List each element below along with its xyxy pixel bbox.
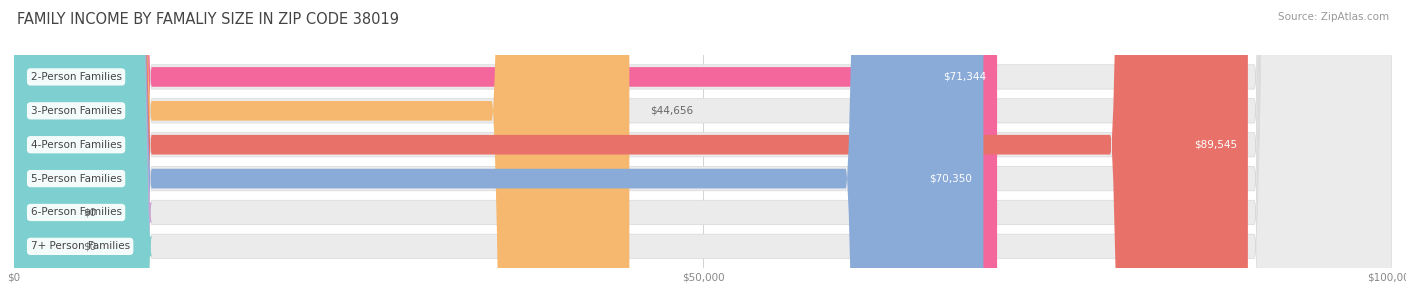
FancyBboxPatch shape xyxy=(14,0,1392,305)
Text: 7+ Person Families: 7+ Person Families xyxy=(31,241,129,251)
Text: FAMILY INCOME BY FAMALIY SIZE IN ZIP CODE 38019: FAMILY INCOME BY FAMALIY SIZE IN ZIP COD… xyxy=(17,12,399,27)
Text: $0: $0 xyxy=(83,207,96,217)
Text: 4-Person Families: 4-Person Families xyxy=(31,140,121,150)
Text: 5-Person Families: 5-Person Families xyxy=(31,174,121,184)
FancyBboxPatch shape xyxy=(14,0,1249,305)
Text: 6-Person Families: 6-Person Families xyxy=(31,207,121,217)
FancyBboxPatch shape xyxy=(14,0,983,305)
FancyBboxPatch shape xyxy=(14,0,1392,305)
FancyBboxPatch shape xyxy=(14,0,1392,305)
Text: 3-Person Families: 3-Person Families xyxy=(31,106,121,116)
Text: $89,545: $89,545 xyxy=(1194,140,1237,150)
Text: $0: $0 xyxy=(83,241,96,251)
Text: $44,656: $44,656 xyxy=(650,106,693,116)
FancyBboxPatch shape xyxy=(14,0,997,305)
FancyBboxPatch shape xyxy=(14,0,1392,305)
FancyBboxPatch shape xyxy=(0,0,152,305)
FancyBboxPatch shape xyxy=(0,0,152,305)
Text: $70,350: $70,350 xyxy=(929,174,973,184)
FancyBboxPatch shape xyxy=(14,0,1392,305)
FancyBboxPatch shape xyxy=(14,0,630,305)
Text: $71,344: $71,344 xyxy=(943,72,986,82)
Text: Source: ZipAtlas.com: Source: ZipAtlas.com xyxy=(1278,12,1389,22)
FancyBboxPatch shape xyxy=(14,0,1392,305)
Text: 2-Person Families: 2-Person Families xyxy=(31,72,121,82)
